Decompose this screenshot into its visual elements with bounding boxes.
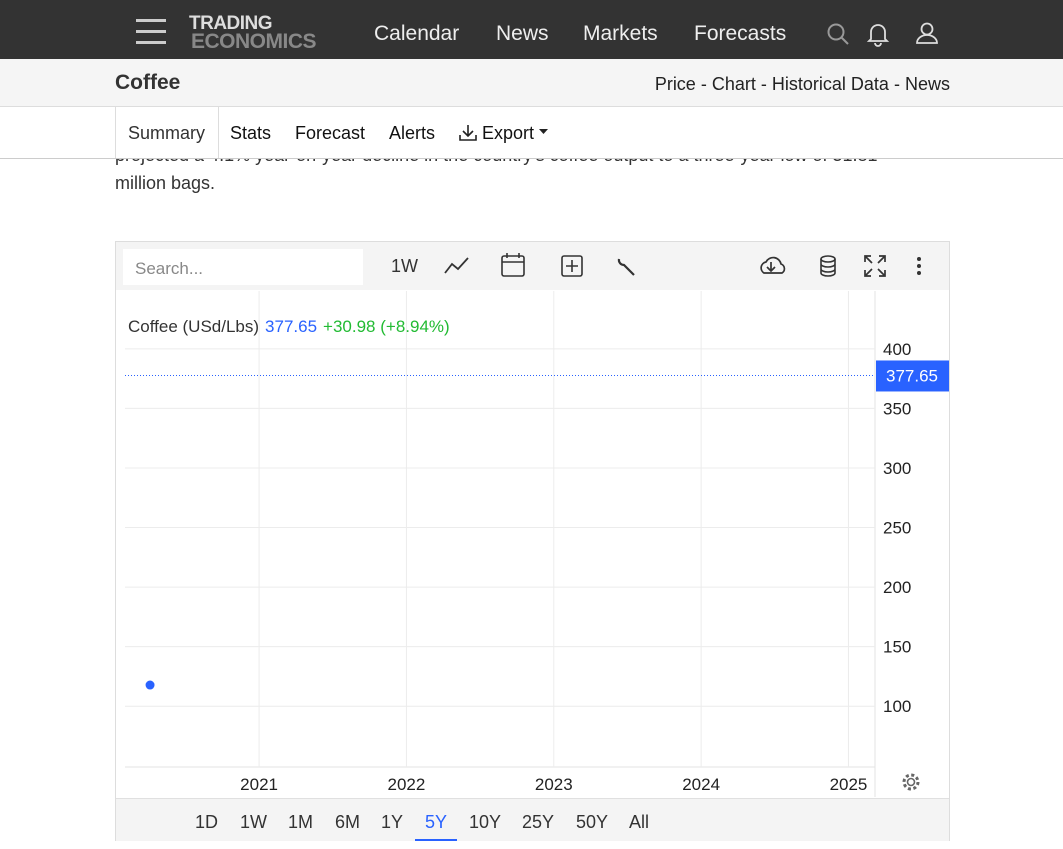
x-tick-label: 2021 [240, 775, 278, 794]
range-button[interactable]: 6M [335, 812, 361, 832]
y-tick-label: 250 [883, 519, 911, 538]
header-link[interactable]: News [904, 74, 950, 94]
header-links: Price - Chart - Historical Data - News [655, 74, 950, 95]
download-icon [459, 125, 477, 141]
separator: - [760, 74, 767, 94]
range-button[interactable]: 1D [195, 812, 219, 832]
fullscreen-icon[interactable] [864, 255, 886, 277]
range-button[interactable]: 10Y [469, 812, 502, 832]
tab[interactable]: Forecast [295, 123, 366, 143]
range-button[interactable]: 1M [288, 812, 314, 832]
page-title: Coffee [115, 71, 181, 94]
bell-icon[interactable] [866, 21, 890, 47]
legend-name: Coffee (USd/Lbs) [128, 317, 259, 336]
tab[interactable]: Export [482, 123, 535, 143]
top-bar [0, 0, 1063, 59]
hover-marker [145, 680, 155, 690]
tab[interactable]: Alerts [389, 123, 436, 143]
range-button[interactable]: 5Y [415, 812, 458, 841]
logo[interactable]: ECONOMICS [191, 30, 317, 53]
menu-icon[interactable] [134, 16, 170, 46]
cloud-download-icon[interactable] [760, 256, 786, 274]
wrench-icon[interactable] [617, 258, 635, 276]
search-icon[interactable] [826, 22, 852, 48]
nav-link[interactable]: Markets [583, 22, 658, 45]
search-input[interactable]: Search... [123, 249, 363, 285]
add-icon[interactable] [561, 255, 583, 277]
price-label-box [876, 360, 949, 392]
legend: Coffee (USd/Lbs) 377.65 +30.98 (+8.94%) [128, 317, 450, 336]
toolbar-icons [444, 253, 921, 277]
tab[interactable]: Stats [230, 123, 272, 143]
database-icon[interactable] [820, 255, 836, 277]
header-link[interactable]: Historical Data [771, 74, 889, 94]
y-tick-label: 400 [883, 340, 911, 359]
separator: - [893, 74, 900, 94]
user-icon[interactable] [914, 21, 940, 47]
x-tick-label: 2025 [830, 775, 868, 794]
sub-bar [0, 59, 1063, 107]
article-text: million bags. [115, 173, 216, 193]
legend-change: +30.98 (+8.94%) [323, 317, 450, 336]
nav-link[interactable]: Forecasts [694, 22, 787, 45]
y-tick-label: 150 [883, 638, 911, 657]
nav-link[interactable]: Calendar [374, 22, 460, 45]
more-icon[interactable] [917, 257, 921, 275]
range-button[interactable]: 50Y [576, 812, 609, 832]
legend-value: 377.65 [265, 317, 317, 336]
caret [539, 129, 548, 134]
range-button[interactable]: 1W [240, 812, 267, 832]
tab[interactable]: Summary [128, 123, 206, 143]
chart-container [115, 241, 950, 841]
x-tick-label: 2022 [388, 775, 426, 794]
range-bar [116, 798, 949, 841]
range-button[interactable]: 25Y [522, 812, 555, 832]
x-tick-label: 2024 [682, 775, 720, 794]
range-button[interactable]: All [629, 812, 650, 832]
price-label: 377.65 [886, 366, 938, 385]
calendar-icon[interactable] [501, 253, 525, 277]
y-tick-label: 350 [883, 399, 911, 418]
settings-icon[interactable] [902, 773, 920, 791]
interval-button[interactable]: 1W [391, 256, 418, 276]
separator: - [700, 74, 707, 94]
y-tick-label: 200 [883, 578, 911, 597]
header-link[interactable]: Chart [711, 74, 756, 94]
nav-link[interactable]: News [496, 22, 549, 45]
y-tick-label: 300 [883, 459, 911, 478]
x-tick-label: 2023 [535, 775, 573, 794]
y-tick-label: 100 [883, 697, 911, 716]
line-icon[interactable] [444, 257, 469, 274]
range-button[interactable]: 1Y [381, 812, 404, 832]
logo[interactable]: TRADING [189, 13, 273, 34]
tab-selected [115, 107, 219, 158]
header-link[interactable]: Price [654, 74, 696, 94]
plot: 100 150 200 250 300 350 400 2021 2022 2023 2024 202… [125, 291, 949, 797]
